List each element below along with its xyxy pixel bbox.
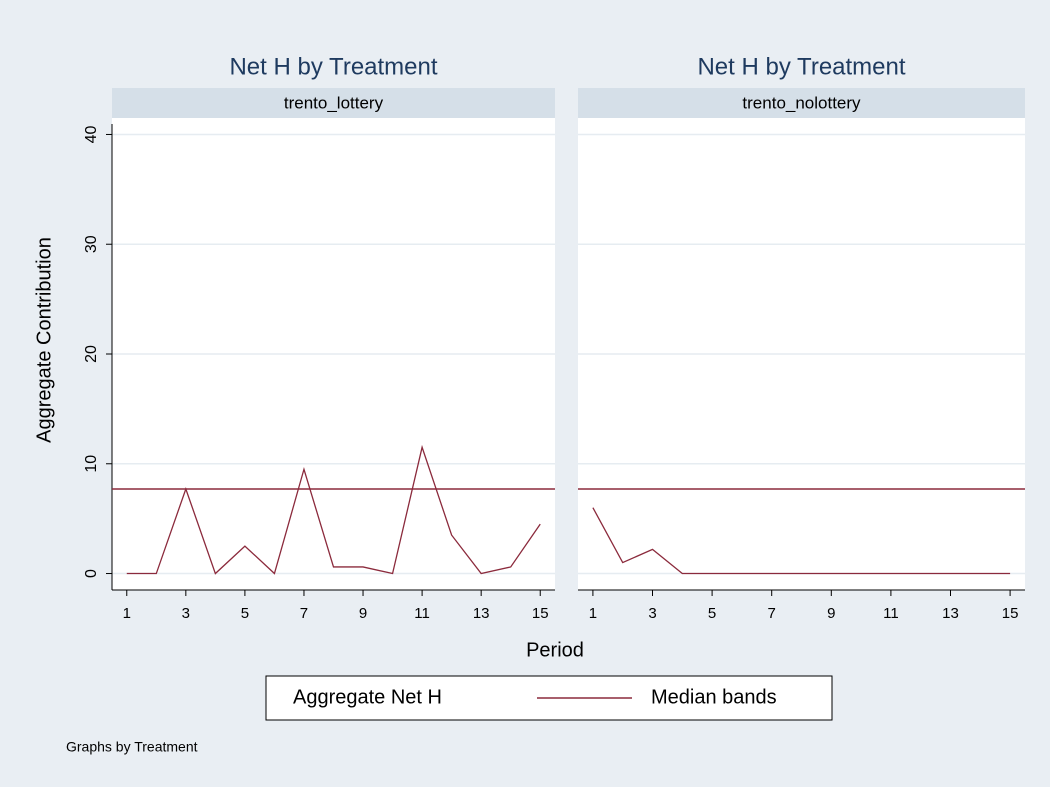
x-tick-label: 11: [414, 605, 430, 622]
y-tick-label: 30: [83, 235, 100, 253]
x-tick-label: 15: [1002, 605, 1019, 622]
x-axis-title: Period: [526, 639, 584, 661]
x-tick-label: 1: [589, 605, 597, 622]
note: Graphs by Treatment: [66, 739, 198, 755]
y-tick-label: 10: [83, 455, 100, 473]
y-axis-title: Aggregate Contribution: [33, 237, 55, 443]
x-tick-label: 11: [883, 605, 899, 622]
x-tick-label: 1: [123, 605, 131, 622]
panel-title: Net H by Treatment: [697, 53, 905, 80]
x-tick-label: 15: [532, 605, 549, 622]
y-tick-label: 20: [83, 345, 100, 363]
x-tick-label: 5: [708, 605, 716, 622]
panel-subtitle: trento_lottery: [284, 93, 384, 112]
x-tick-label: 9: [359, 605, 367, 622]
x-tick-label: 5: [241, 605, 249, 622]
subtitle-bar: [578, 88, 1025, 118]
x-tick-label: 3: [182, 605, 190, 622]
x-tick-label: 7: [300, 605, 308, 622]
panel-title: Net H by Treatment: [229, 53, 437, 80]
x-tick-label: 7: [768, 605, 776, 622]
x-tick-label: 3: [648, 605, 656, 622]
x-tick-label: 13: [942, 605, 959, 622]
panel-subtitle: trento_nolottery: [742, 93, 861, 112]
subtitle-bar: [112, 88, 555, 118]
legend-label: Aggregate Net H: [293, 686, 442, 708]
y-tick-label: 40: [83, 125, 100, 143]
data-line: [126, 444, 541, 575]
data-line: [592, 507, 1011, 575]
x-tick-label: 13: [473, 605, 490, 622]
y-tick-label: 0: [83, 569, 100, 578]
legend-label: Median bands: [651, 686, 777, 708]
x-tick-label: 9: [827, 605, 835, 622]
